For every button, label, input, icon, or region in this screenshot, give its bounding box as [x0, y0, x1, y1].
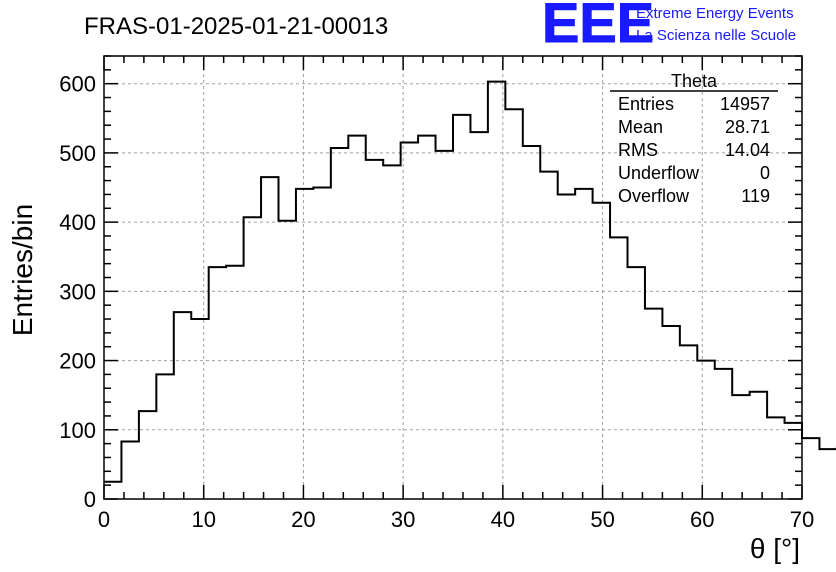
histogram-bin	[732, 395, 749, 499]
histogram-bin	[505, 109, 522, 499]
histogram-bin	[383, 165, 400, 499]
y-tick-label: 300	[59, 279, 96, 304]
histogram-bin	[802, 438, 819, 499]
stats-label: Overflow	[618, 186, 690, 206]
histogram-bin	[767, 417, 784, 499]
histogram-bin	[348, 136, 365, 499]
logo-line2: La Scienza nelle Scuole	[636, 27, 796, 44]
histogram-series	[104, 80, 836, 499]
histogram-bin	[645, 309, 662, 499]
stats-rows: Entries 14957 Mean 28.71 RMS 14.04 Underflow 0 O…	[618, 94, 770, 206]
axis-ticks	[103, 55, 803, 500]
histogram-bin	[610, 237, 627, 499]
histogram-bin	[104, 482, 121, 499]
stats-value: 119	[741, 186, 770, 206]
histogram-bin	[279, 221, 296, 499]
x-tick-label: 10	[191, 507, 215, 532]
x-tick-label: 50	[590, 507, 614, 532]
histogram-outline	[104, 80, 836, 483]
histogram-bin	[785, 423, 802, 499]
stats-value: 14.04	[725, 140, 770, 160]
histogram-bin	[523, 146, 540, 499]
stats-label: Underflow	[618, 163, 700, 183]
y-axis-label: Entries/bin	[7, 204, 38, 336]
x-tick-label: 20	[291, 507, 315, 532]
eee-logo: EEE Extreme Energy Events La Scienza nel…	[542, 0, 797, 55]
histogram-bin	[139, 411, 156, 499]
stats-value: 14957	[720, 94, 770, 114]
histogram-bin	[819, 449, 836, 499]
histogram-bin	[436, 151, 453, 499]
histogram-bin	[750, 392, 767, 499]
histogram-bin	[366, 160, 383, 499]
x-tick-label: 40	[491, 507, 515, 532]
histogram-bin	[628, 267, 645, 499]
stats-label: Mean	[618, 117, 663, 137]
stats-label: Entries	[618, 94, 674, 114]
histogram-bin	[470, 132, 487, 499]
y-tick-label: 600	[59, 72, 96, 97]
stats-value: 28.71	[725, 117, 770, 137]
histogram-bin	[261, 177, 278, 499]
stats-box: Theta Entries 14957 Mean 28.71 RMS 14.04 Under…	[610, 71, 778, 206]
x-tick-label: 60	[690, 507, 714, 532]
logo-line1: Extreme Energy Events	[636, 5, 794, 22]
x-tick-labels: 0 10 20 30 40 50 60 70	[98, 507, 814, 532]
histogram-bin	[680, 345, 697, 499]
histogram-bin	[191, 319, 208, 499]
histogram-bin	[558, 194, 575, 499]
histogram-bin	[662, 326, 679, 499]
x-axis-label: θ [°]	[750, 533, 800, 564]
logo-mark: EEE	[542, 0, 654, 54]
y-tick-label: 100	[59, 418, 96, 443]
stats-title: Theta	[671, 71, 718, 91]
histogram-bin	[209, 267, 226, 499]
y-tick-label: 200	[59, 349, 96, 374]
histogram-bin	[715, 369, 732, 499]
histogram-bin	[593, 203, 610, 499]
chart-title: FRAS-01-2025-01-21-00013	[84, 13, 388, 40]
y-tick-labels: 0 100 200 300 400 500 600	[59, 72, 96, 512]
histogram-bin	[226, 266, 243, 499]
histogram-bin	[453, 115, 470, 499]
histogram-bin	[156, 374, 173, 499]
histogram-bin	[331, 148, 348, 499]
histogram-bin	[313, 188, 330, 499]
stats-value: 0	[760, 163, 770, 183]
x-tick-label: 0	[98, 507, 110, 532]
histogram-bin	[575, 189, 592, 499]
histogram-bin	[174, 312, 191, 499]
histogram-bin	[418, 136, 435, 499]
y-tick-label: 500	[59, 141, 96, 166]
x-tick-label: 30	[391, 507, 415, 532]
y-tick-label: 400	[59, 210, 96, 235]
stats-label: RMS	[618, 140, 658, 160]
histogram-bin	[244, 217, 261, 499]
y-tick-label: 0	[84, 487, 96, 512]
x-tick-label: 70	[790, 507, 814, 532]
histogram-bin	[121, 442, 138, 499]
histogram-bin	[296, 189, 313, 499]
grid-lines	[104, 56, 802, 499]
histogram-bin	[540, 172, 557, 499]
